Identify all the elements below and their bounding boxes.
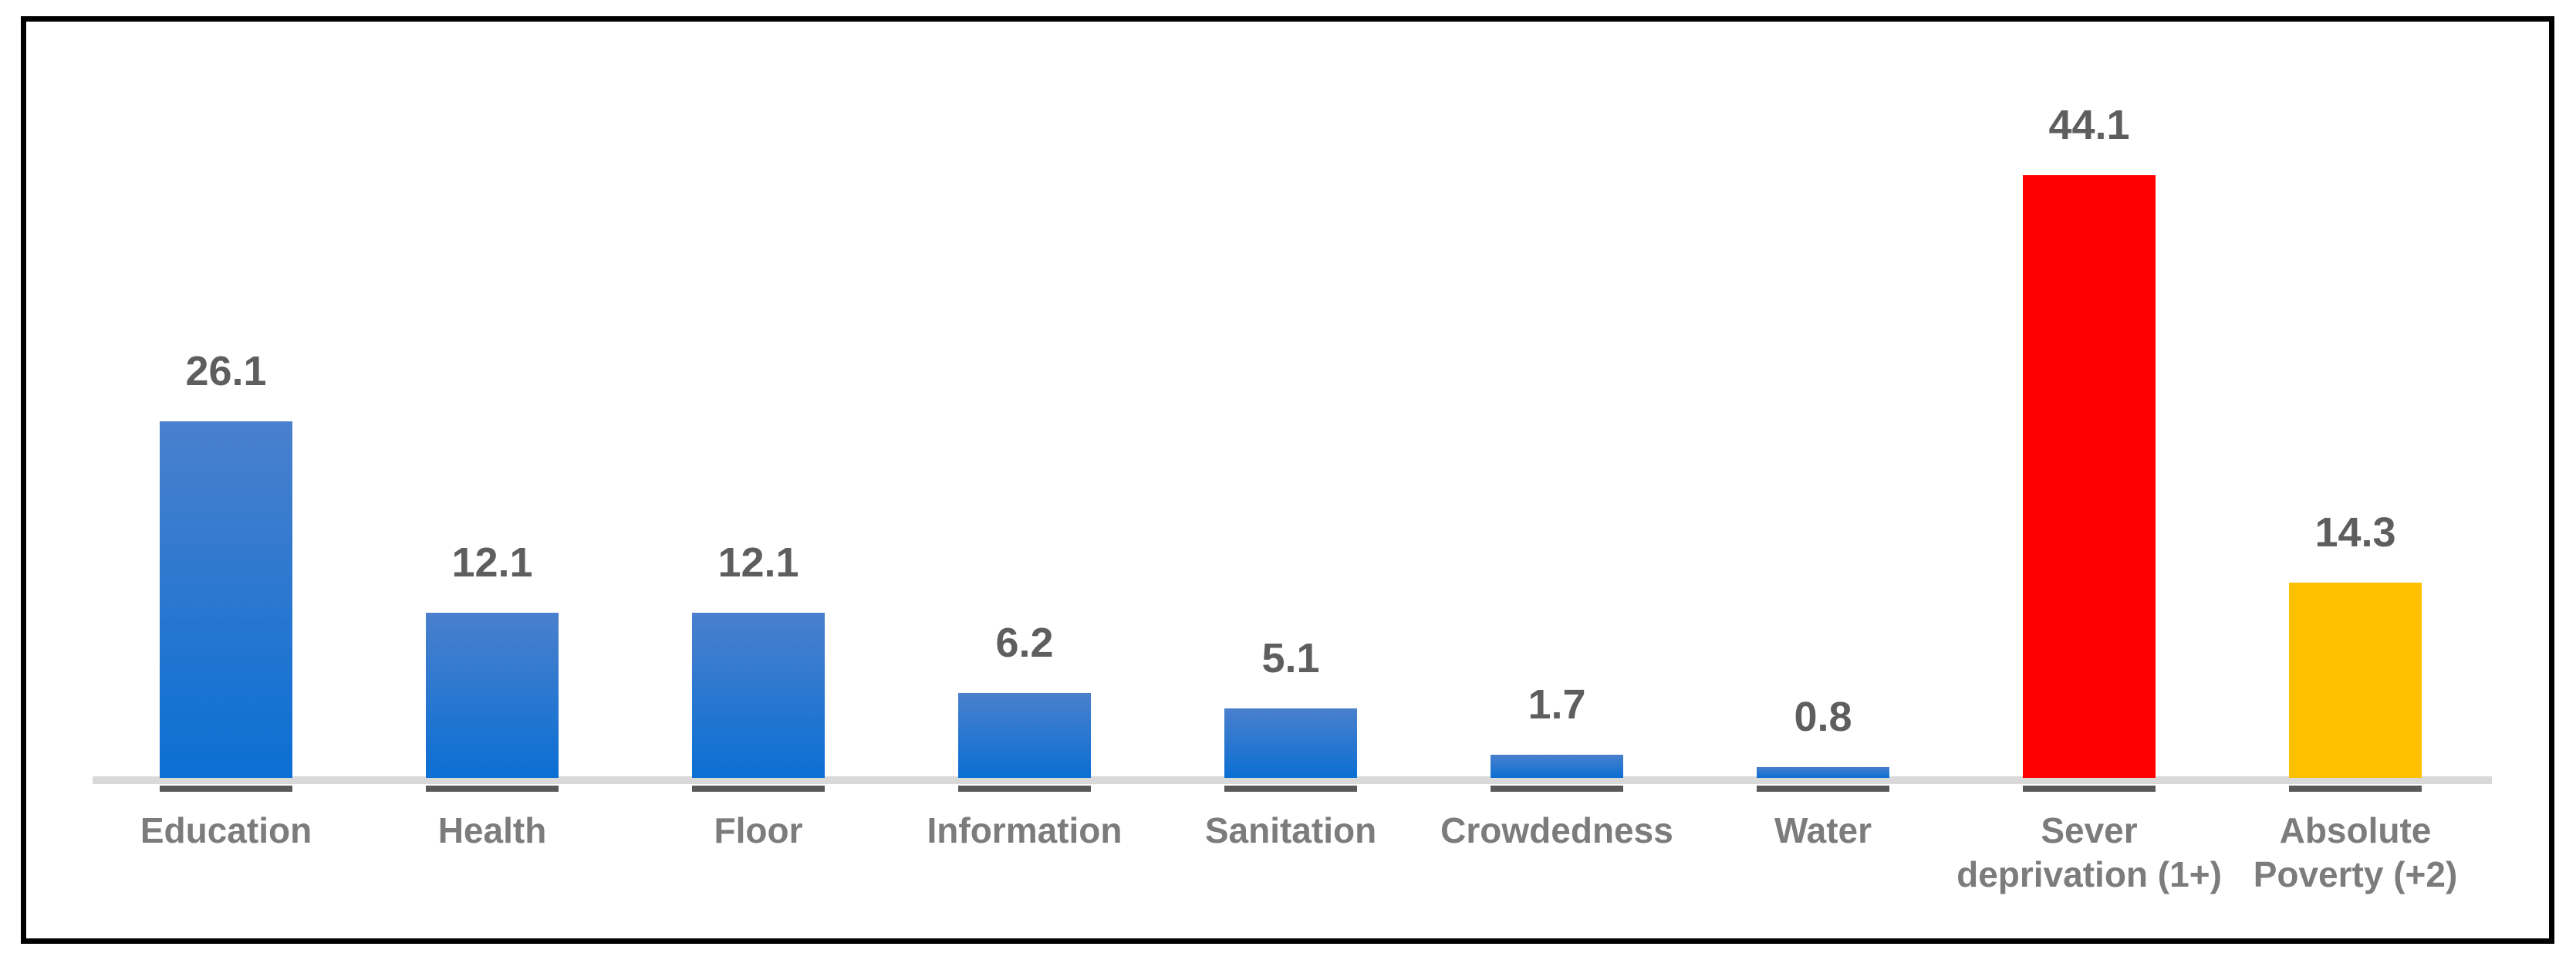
category-label: Absolute Poverty (+2) <box>2253 810 2458 894</box>
bar-information <box>958 693 1091 778</box>
bar-absolute-poverty-2- <box>2289 583 2422 778</box>
data-label: 1.7 <box>1528 681 1586 728</box>
data-label: 0.8 <box>1794 694 1852 740</box>
category-label: Education <box>140 810 312 850</box>
bar-bottom-shadow <box>2289 786 2422 792</box>
bar-sever-deprivation-1- <box>2023 175 2156 778</box>
bar-bottom-shadow <box>426 786 559 792</box>
bar-bottom-shadow <box>1757 786 1889 792</box>
bar-bottom-shadow <box>1224 786 1357 792</box>
category-label: Water <box>1774 810 1872 850</box>
data-label: 12.1 <box>451 539 533 586</box>
bar-bottom-shadow <box>958 786 1091 792</box>
bar-bottom-shadow <box>692 786 825 792</box>
bar-water <box>1757 767 1889 778</box>
category-label: Information <box>927 810 1123 850</box>
data-label: 14.3 <box>2314 509 2396 556</box>
bar-health <box>426 613 559 778</box>
bar-bottom-shadow <box>160 786 292 792</box>
data-label: 6.2 <box>995 620 1054 666</box>
category-label: Crowdedness <box>1440 810 1673 850</box>
data-label: 26.1 <box>185 348 267 394</box>
bar-sanitation <box>1224 708 1357 778</box>
bar-floor <box>692 613 825 778</box>
category-label: Sever deprivation (1+) <box>1956 810 2222 894</box>
bar-education <box>160 421 292 778</box>
data-label: 44.1 <box>2048 102 2130 148</box>
bar-bottom-shadow <box>1491 786 1623 792</box>
bar-bottom-shadow <box>2023 786 2156 792</box>
bar-crowdedness <box>1491 755 1623 778</box>
category-label: Health <box>437 810 547 850</box>
category-label: Floor <box>714 810 803 850</box>
x-axis-baseline <box>93 776 2492 784</box>
category-label: Sanitation <box>1204 810 1377 850</box>
data-label: 5.1 <box>1261 635 1320 681</box>
data-label: 12.1 <box>717 539 799 586</box>
